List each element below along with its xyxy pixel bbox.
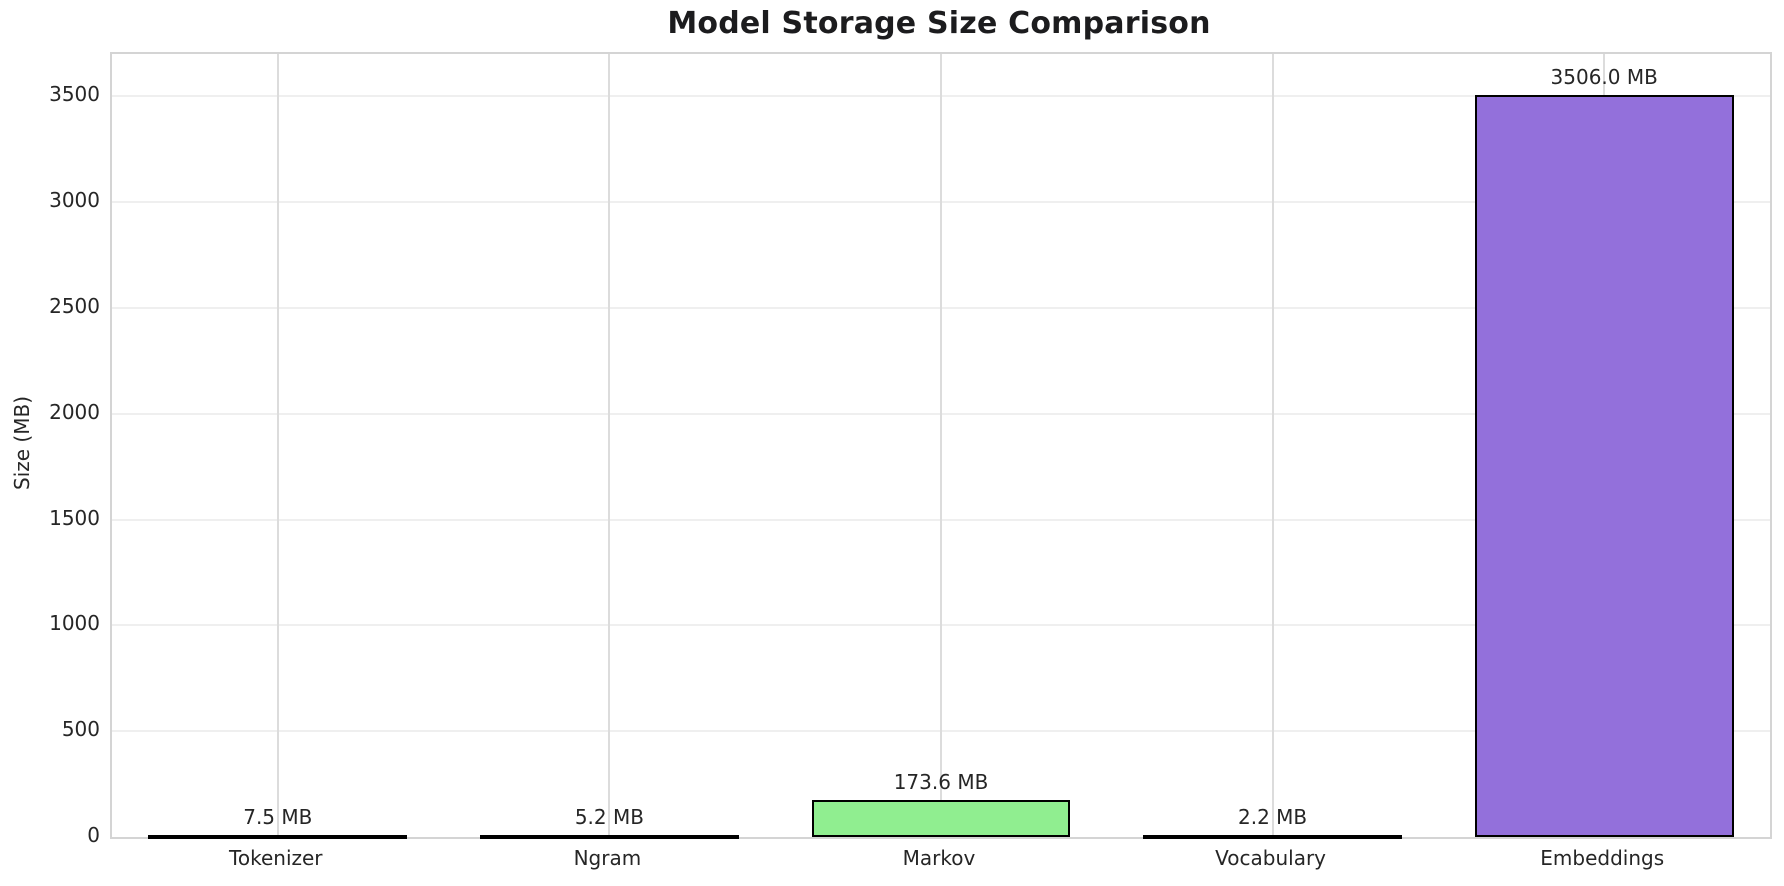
x-gridline xyxy=(276,54,279,837)
bar-tokenizer xyxy=(148,835,408,839)
x-tick-label: Tokenizer xyxy=(229,846,323,870)
bar-value-label: 7.5 MB xyxy=(243,805,313,829)
x-tick-label: Markov xyxy=(902,846,976,870)
plot-area: 7.5 MB 5.2 MB 173.6 MB 2.2 MB 3506.0 MB xyxy=(110,52,1772,839)
bar-value-label: 173.6 MB xyxy=(893,770,989,795)
bar-value-label: 5.2 MB xyxy=(574,805,644,829)
x-tick-label: Embeddings xyxy=(1540,846,1665,870)
x-gridline xyxy=(1271,54,1274,837)
x-gridline xyxy=(608,54,611,837)
y-tick-label: 1000 xyxy=(49,611,100,636)
y-tick-label: 1500 xyxy=(49,505,100,530)
bar-ngram xyxy=(480,835,739,839)
y-tick-label: 3000 xyxy=(49,188,100,213)
chart-title: Model Storage Size Comparison xyxy=(667,6,1211,41)
y-tick-label: 3500 xyxy=(49,82,100,107)
x-tick-label: Vocabulary xyxy=(1215,846,1327,870)
y-tick-label: 2500 xyxy=(49,293,100,318)
bar-markov xyxy=(811,800,1071,837)
y-tick-label: 500 xyxy=(61,717,100,742)
x-gridline xyxy=(940,54,942,837)
bar-vocabulary xyxy=(1143,835,1402,839)
bar-embeddings xyxy=(1474,95,1734,837)
bar-value-label: 2.2 MB xyxy=(1238,805,1308,829)
y-tick-label: 2000 xyxy=(49,399,100,424)
x-tick-label: Ngram xyxy=(573,846,642,870)
y-tick-label: 0 xyxy=(87,823,100,847)
bar-value-label: 3506.0 MB xyxy=(1550,65,1658,90)
